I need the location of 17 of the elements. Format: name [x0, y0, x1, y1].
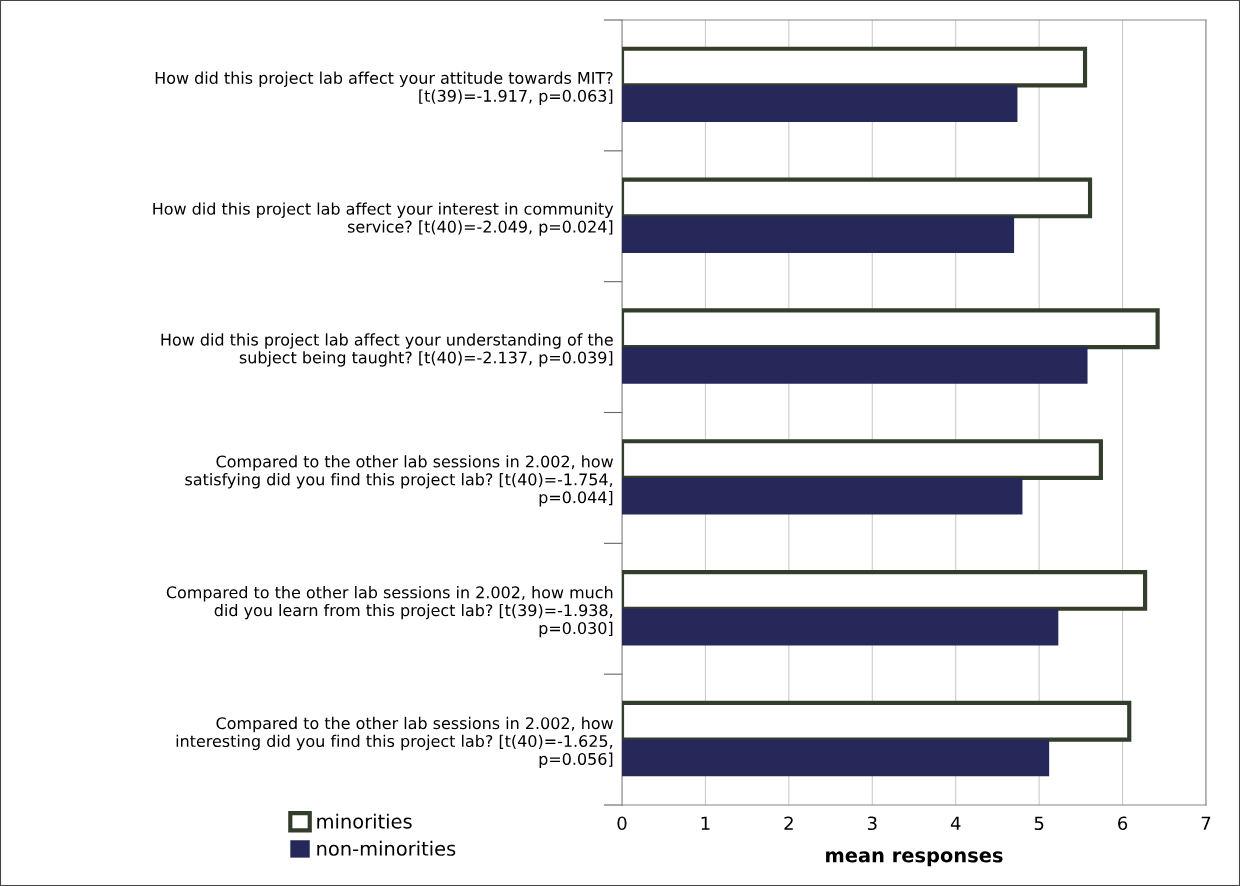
- x-tick-label: 6: [1118, 816, 1128, 831]
- y-tick-label: Compared to the other lab sessions in 2.002, how much did you learn from this project lab? [t(39)=-1.938, p=0.030]: [166, 586, 613, 638]
- x-tick-label: 3: [867, 816, 877, 831]
- y-tick-label: How did this project lab affect your understanding of the subject being taught? [t(40)=-2.137, p=0.039]: [161, 333, 613, 367]
- x-axis-title: mean responses: [826, 851, 1003, 867]
- x-tick-label: 4: [950, 816, 961, 830]
- x-tick-label: 2: [784, 816, 793, 830]
- x-tick-label: 5: [1034, 816, 1044, 831]
- y-tick-label: How did this project lab affect your attitude towards MIT? [t(39)=-1.917, p=0.063]: [155, 71, 613, 105]
- legend-label: non-minorities: [317, 840, 456, 856]
- y-tick-label: Compared to the other lab sessions in 2.002, how satisfying did you find this project lab? [t(40)=-1.754, p=0.044]: [185, 455, 613, 507]
- legend-label: minorities: [317, 813, 412, 829]
- x-tick-label: 0: [617, 816, 627, 831]
- y-tick-label: Compared to the other lab sessions in 2.002, how interesting did you find this project lab? [t(40)=-1.625, p=0.056]: [176, 716, 613, 769]
- y-tick-label: How did this project lab affect your interest in community service? [t(40)=-2.049, p=0.024]: [153, 202, 614, 236]
- x-tick-label: 7: [1201, 816, 1211, 830]
- x-tick-label: 1: [701, 816, 710, 830]
